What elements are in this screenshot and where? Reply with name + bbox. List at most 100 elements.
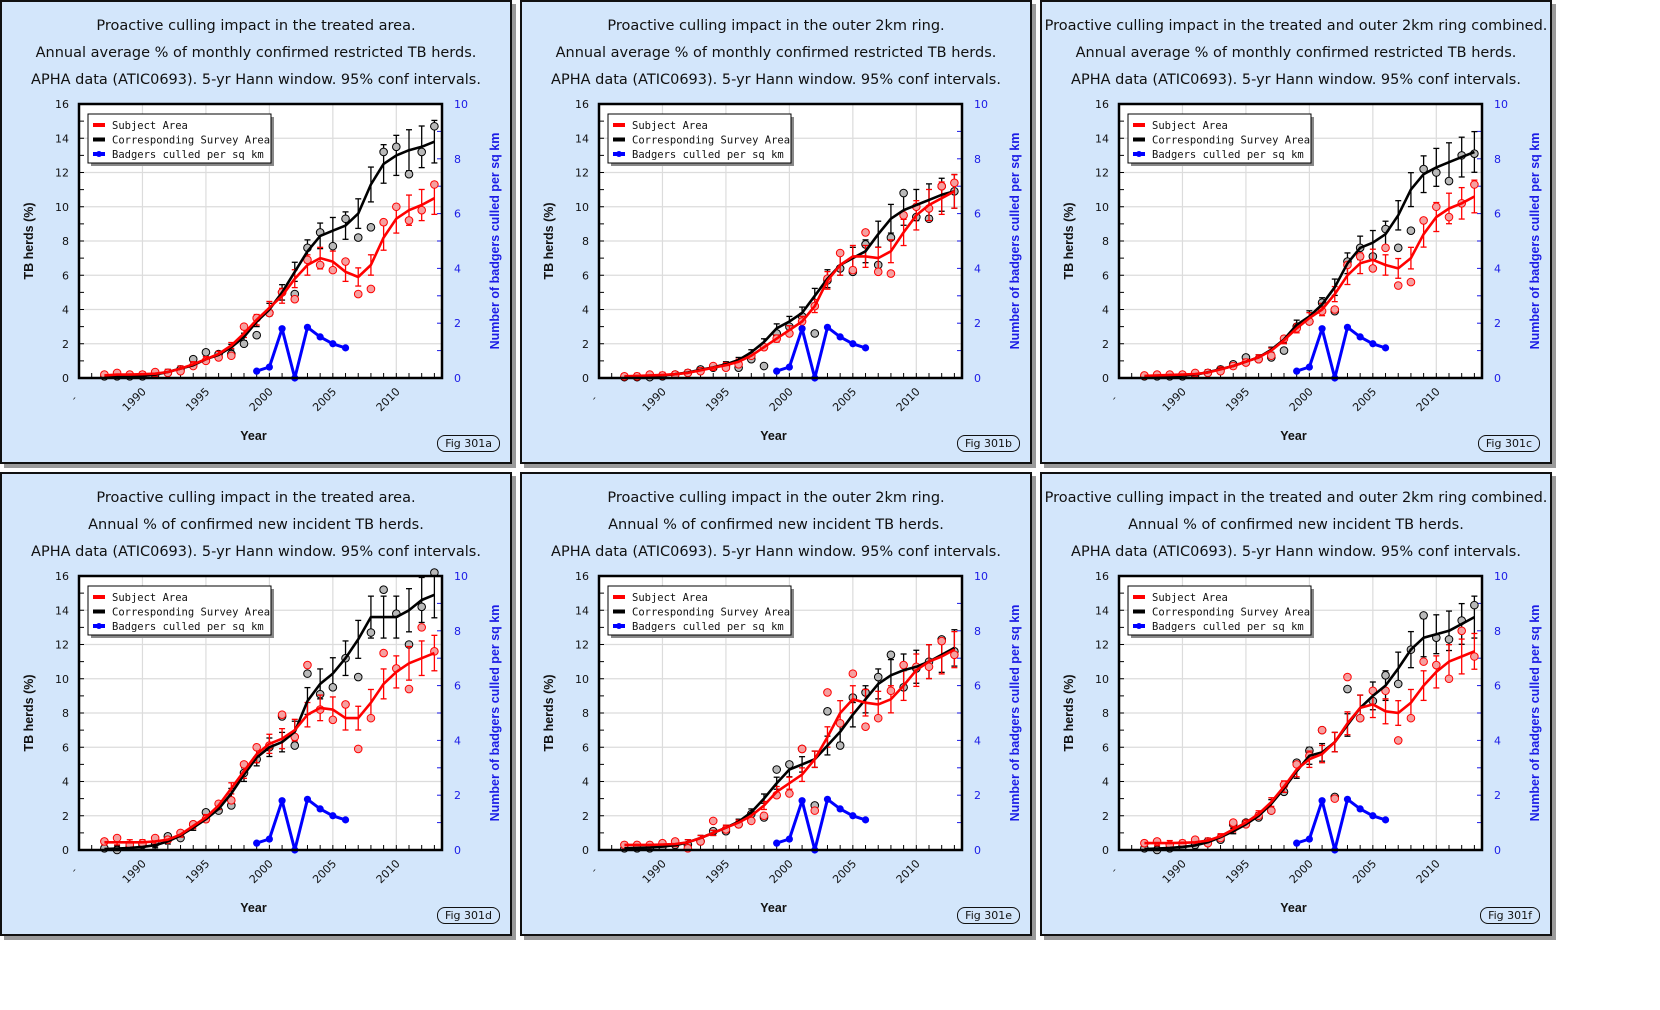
survey-area-line xyxy=(1144,615,1476,851)
survey-point xyxy=(823,706,832,716)
chart-title-line: Proactive culling impact in the outer 2k… xyxy=(607,18,945,34)
x-axis-title: Year xyxy=(240,901,267,915)
badgers-culled-point xyxy=(1369,340,1377,348)
chart-title-line: APHA data (ATIC0693). 5-yr Hann window. … xyxy=(551,72,1001,88)
origin-mark: ˏ xyxy=(71,387,77,400)
x-tick-label: 2010 xyxy=(1414,857,1443,886)
subject-legend-label: Subject Area xyxy=(112,120,188,132)
y-tick-label: 8 xyxy=(62,235,69,248)
y2-tick-label: 4 xyxy=(454,262,461,275)
y2-tick-label: 8 xyxy=(1494,153,1501,166)
subject-point xyxy=(785,789,794,798)
survey-point xyxy=(252,330,261,340)
y-tick-label: 16 xyxy=(575,98,589,111)
subject-point xyxy=(886,269,896,278)
subject-point xyxy=(861,722,870,731)
y2-tick-label: 8 xyxy=(974,625,981,638)
badgers-legend-label: Badgers culled per sq km xyxy=(1152,149,1304,161)
badgers-culled-point xyxy=(278,325,286,333)
badgers-culled-point xyxy=(341,344,350,352)
plot-frame xyxy=(1117,102,1484,380)
y2-tick-label: 2 xyxy=(1494,317,1501,330)
subject-point xyxy=(353,744,363,754)
survey-point xyxy=(341,214,350,224)
subject-area-line xyxy=(624,648,956,847)
survey-point xyxy=(1470,600,1479,610)
subject-point xyxy=(835,248,845,258)
badgers-culled-point xyxy=(823,795,832,803)
y2-tick-label: 8 xyxy=(454,625,461,638)
badgers-culled-point xyxy=(798,797,806,805)
subject-point xyxy=(404,684,414,694)
y-tick-label: 6 xyxy=(62,741,69,754)
y-axis-title: TB herds (%) xyxy=(22,202,36,279)
subject-point xyxy=(417,205,426,215)
y2-tick-label: 6 xyxy=(1494,208,1501,221)
subject-point xyxy=(759,811,769,821)
survey-point xyxy=(404,169,414,179)
y-tick-label: 0 xyxy=(1102,372,1109,385)
subject-point xyxy=(1406,713,1416,723)
figure-number-label: Fig 301a xyxy=(437,435,500,452)
y-tick-label: 16 xyxy=(575,570,589,583)
x-tick-label: 1990 xyxy=(640,385,669,414)
legend-box xyxy=(87,113,272,164)
x-axis-title: Year xyxy=(240,429,267,443)
badgers-culled-point xyxy=(785,835,793,843)
badgers-legend-marker xyxy=(96,151,102,157)
subject-point xyxy=(341,700,350,709)
subject-point xyxy=(379,217,388,227)
survey-point xyxy=(328,683,338,692)
survey-point xyxy=(899,188,908,198)
badgers-culled-point xyxy=(823,323,832,331)
x-tick-label: 1995 xyxy=(1223,857,1252,886)
y-tick-label: 0 xyxy=(1102,844,1109,857)
badgers-culled-point xyxy=(1318,325,1326,333)
survey-legend-swatch xyxy=(613,137,625,142)
x-tick-label: 1995 xyxy=(703,385,732,414)
subject-area-line xyxy=(104,651,435,844)
y2-tick-label: 8 xyxy=(974,153,981,166)
subject-point xyxy=(404,216,414,225)
y-tick-label: 10 xyxy=(55,673,69,686)
survey-point xyxy=(417,602,426,612)
y2-tick-label: 0 xyxy=(454,844,461,857)
subject-point xyxy=(1381,243,1390,253)
badgers-culled-point xyxy=(1343,323,1352,331)
y2-tick-label: 6 xyxy=(1494,680,1501,693)
survey-point xyxy=(366,628,376,637)
legend-box xyxy=(607,585,792,636)
badgers-legend-marker xyxy=(1136,623,1142,629)
survey-point xyxy=(873,672,883,682)
y-tick-label: 10 xyxy=(55,201,69,214)
y-axis-title: TB herds (%) xyxy=(22,674,36,751)
badgers-culled-point xyxy=(1305,363,1313,371)
survey-point xyxy=(785,760,794,769)
y-tick-label: 2 xyxy=(62,338,69,351)
survey-point xyxy=(1343,684,1352,694)
subject-area-line xyxy=(104,197,436,377)
y-tick-label: 8 xyxy=(582,235,589,248)
chart-title-line: APHA data (ATIC0693). 5-yr Hann window. … xyxy=(1071,72,1521,88)
y-axis-title: TB herds (%) xyxy=(1062,202,1076,279)
y-tick-label: 16 xyxy=(55,570,69,583)
y2-tick-label: 4 xyxy=(974,262,981,275)
survey-point xyxy=(835,741,845,750)
x-tick-label: 2005 xyxy=(310,857,339,886)
chart-title-line: Annual average % of monthly confirmed re… xyxy=(555,45,997,61)
badgers-culled-point xyxy=(329,340,337,348)
figure-number-label: Fig 301d xyxy=(436,907,500,924)
legend-box xyxy=(1127,585,1312,636)
subject-point xyxy=(1330,794,1340,803)
subject-point xyxy=(328,265,338,275)
chart-title-line: Proactive culling impact in the treated … xyxy=(1044,18,1548,34)
chart-panel: Proactive culling impact in the treated … xyxy=(1040,472,1552,936)
y-tick-label: 16 xyxy=(1095,98,1109,111)
subject-point xyxy=(823,688,832,697)
badgers-culled-point xyxy=(773,367,781,375)
badgers-culled-point xyxy=(253,367,261,375)
badgers-culled-point xyxy=(1356,805,1364,813)
y-tick-label: 2 xyxy=(62,810,69,823)
y2-tick-label: 0 xyxy=(974,844,981,857)
subject-point xyxy=(303,660,312,670)
